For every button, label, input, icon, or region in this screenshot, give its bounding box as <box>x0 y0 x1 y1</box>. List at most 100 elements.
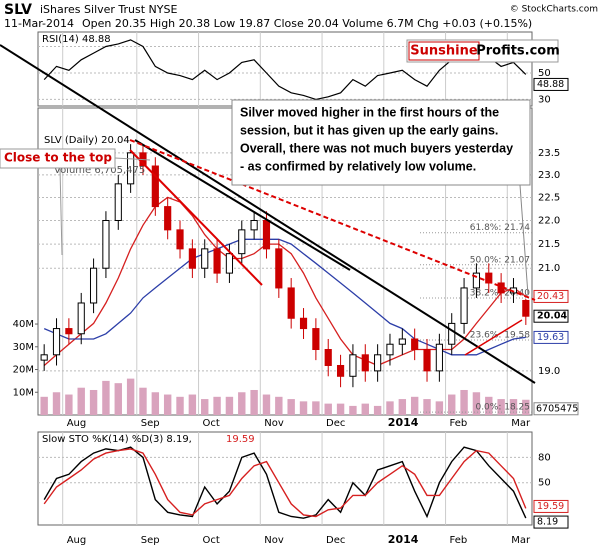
x-tick-label: Oct <box>203 418 220 429</box>
volume-bar <box>299 401 308 415</box>
value-box <box>533 499 569 513</box>
volume-bar <box>509 399 518 415</box>
volume-bar <box>213 396 221 415</box>
line <box>43 448 527 518</box>
x-tick-label: Feb <box>450 535 468 546</box>
candle-body <box>176 229 184 250</box>
volume-bar <box>410 396 419 415</box>
volume-bar <box>225 396 234 415</box>
candle-body <box>287 287 295 319</box>
candle-body <box>312 328 320 351</box>
volume-bar <box>275 396 283 415</box>
plot: Aug Sep Oct Nov Dec 2014 Feb Mar Aug Sep Oct Nov Dec… <box>13 34 579 546</box>
note-pointer <box>59 167 63 256</box>
volume-bar <box>89 389 98 415</box>
candle-body <box>114 183 122 221</box>
candle-body <box>460 287 468 324</box>
candle-body <box>522 299 530 317</box>
line <box>43 446 527 519</box>
line <box>43 196 527 367</box>
x-tick-label: Mar <box>511 418 531 429</box>
volume-bar <box>336 403 345 415</box>
candle-body <box>411 338 419 351</box>
value-box-label: 19.63 <box>537 332 564 343</box>
y2-tick-label: 20M <box>13 365 34 376</box>
volume-bar <box>423 399 431 415</box>
note-text: Close to the top <box>4 151 112 165</box>
value-box-label: 48.88 <box>537 79 564 90</box>
volume-bar <box>349 405 357 415</box>
volume-bar <box>114 383 122 415</box>
candle-body <box>374 354 382 372</box>
x-tick-label: 2014 <box>388 533 419 546</box>
candle-body <box>238 229 246 255</box>
value-box-label: 8.19 <box>537 517 558 528</box>
fib-label: 61.8%: 21.74 <box>470 223 531 233</box>
trend-line <box>134 139 351 271</box>
volume-bar <box>435 401 444 415</box>
value-box <box>533 515 569 529</box>
fib-label: 23.6%: 19.58 <box>470 331 531 341</box>
value-box <box>533 309 569 323</box>
y-tick-label: 50 <box>538 478 551 489</box>
volume-bar <box>324 403 332 415</box>
candle-body <box>361 354 369 372</box>
y-tick-label: 22.0 <box>538 215 560 226</box>
fib-label: 50.0%: 21.07 <box>470 255 530 265</box>
trend-lines <box>0 44 536 384</box>
trend-line <box>464 319 523 356</box>
callout-line: Silver moved higher in the first hours o… <box>240 105 499 119</box>
y2-tick-label: 10M <box>13 387 34 398</box>
candle-body <box>213 248 221 274</box>
logo-left: Sunshine <box>410 44 478 59</box>
volume-bar <box>522 399 530 415</box>
volume-bar <box>163 394 172 415</box>
note-box <box>0 148 116 169</box>
volume-bar <box>151 392 160 415</box>
volume-bar <box>40 396 48 415</box>
x-tick-label: Nov <box>264 535 284 546</box>
volume-bar <box>176 396 184 415</box>
candle-body <box>225 253 234 274</box>
volume-bar <box>398 399 407 415</box>
volume-bar <box>485 396 493 415</box>
candle-body <box>65 328 73 335</box>
volume-bar <box>52 392 61 415</box>
candle-body <box>250 219 258 231</box>
volume-bar <box>361 403 369 415</box>
value-box-label: 6705475 <box>536 403 578 414</box>
callout-box <box>231 99 531 186</box>
volume-bar <box>262 394 271 415</box>
value-box <box>533 330 569 344</box>
volume-bar <box>139 387 147 415</box>
x-tick-label: Dec <box>326 418 345 429</box>
value-box <box>533 289 569 303</box>
volume-bar <box>250 389 258 415</box>
y2-tick-label: 40M <box>13 319 34 330</box>
value-box <box>533 402 579 416</box>
callout-line: Overall, there was not much buyers yeste… <box>240 141 513 155</box>
volume-bar <box>65 394 73 415</box>
y-tick-label: 22.5 <box>538 192 560 203</box>
x-tick-label: Dec <box>326 535 345 546</box>
candle-body <box>485 272 493 284</box>
y-tick-label: 30 <box>538 94 551 105</box>
line <box>43 39 527 101</box>
candle-body <box>336 364 345 377</box>
y2-tick-label: 30M <box>13 342 34 353</box>
volume-bar <box>188 394 197 415</box>
candle-body <box>386 343 394 356</box>
panel-frame <box>37 431 533 526</box>
trend-line <box>129 139 536 301</box>
line <box>43 238 526 356</box>
callout-pointer <box>519 184 529 296</box>
x-tick-label: Feb <box>450 418 468 429</box>
volume-bar <box>238 392 246 415</box>
callout-line: - as confirmed by relatively low volume. <box>240 159 476 173</box>
x-tick-label: Sep <box>141 418 160 429</box>
callout: Silver moved higher in the first hours o… <box>231 99 531 296</box>
panel-title: RSI(14) 48.88 <box>42 34 111 45</box>
panel-title: SLV (Daily) 20.04 <box>44 135 130 146</box>
volume-bar <box>312 401 320 415</box>
value-box-label: 20.04 <box>537 311 567 322</box>
